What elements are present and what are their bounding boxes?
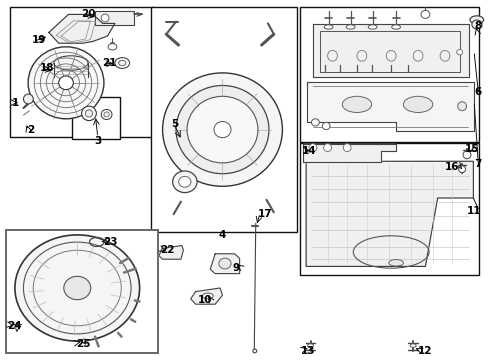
Bar xyxy=(300,143,478,275)
Text: 13: 13 xyxy=(300,346,315,356)
Text: 4: 4 xyxy=(218,230,226,240)
Text: 16: 16 xyxy=(444,162,459,172)
Circle shape xyxy=(323,144,331,152)
Text: 19: 19 xyxy=(32,35,46,45)
Text: 5: 5 xyxy=(171,119,178,129)
Circle shape xyxy=(462,151,470,159)
Circle shape xyxy=(343,144,350,152)
Ellipse shape xyxy=(307,344,313,347)
Text: 1: 1 xyxy=(12,98,20,108)
Ellipse shape xyxy=(101,109,112,120)
Text: 6: 6 xyxy=(473,87,481,97)
Bar xyxy=(72,97,120,139)
Ellipse shape xyxy=(409,344,415,347)
Ellipse shape xyxy=(172,171,197,193)
Text: 8: 8 xyxy=(473,21,481,31)
Text: 23: 23 xyxy=(102,237,117,247)
Bar xyxy=(300,7,478,142)
Text: 3: 3 xyxy=(94,136,101,146)
Ellipse shape xyxy=(59,76,73,90)
Circle shape xyxy=(458,166,465,173)
Ellipse shape xyxy=(85,110,93,117)
Ellipse shape xyxy=(63,276,91,300)
Ellipse shape xyxy=(322,122,329,130)
Ellipse shape xyxy=(15,326,20,329)
Bar xyxy=(320,31,459,72)
Polygon shape xyxy=(303,144,395,162)
Polygon shape xyxy=(306,82,473,131)
Ellipse shape xyxy=(28,47,104,119)
Bar xyxy=(6,230,158,353)
Text: 9: 9 xyxy=(232,263,239,273)
Polygon shape xyxy=(312,24,468,77)
Ellipse shape xyxy=(471,20,481,29)
Ellipse shape xyxy=(403,96,432,112)
Polygon shape xyxy=(159,246,183,259)
Ellipse shape xyxy=(119,60,126,66)
Text: 25: 25 xyxy=(76,339,90,349)
Text: 7: 7 xyxy=(473,159,481,169)
Ellipse shape xyxy=(104,112,109,117)
Ellipse shape xyxy=(219,258,231,269)
Polygon shape xyxy=(305,161,472,266)
Text: 17: 17 xyxy=(258,209,272,219)
Text: 14: 14 xyxy=(302,146,316,156)
Polygon shape xyxy=(210,254,239,274)
Ellipse shape xyxy=(54,70,88,85)
Ellipse shape xyxy=(456,49,462,55)
Text: 10: 10 xyxy=(198,294,212,305)
Circle shape xyxy=(101,14,109,22)
Ellipse shape xyxy=(179,176,191,187)
Ellipse shape xyxy=(367,25,376,29)
Ellipse shape xyxy=(388,260,403,266)
Ellipse shape xyxy=(115,58,129,68)
Text: 24: 24 xyxy=(7,321,22,331)
Ellipse shape xyxy=(187,96,258,163)
Text: 21: 21 xyxy=(102,58,116,68)
Text: 18: 18 xyxy=(40,63,55,73)
Ellipse shape xyxy=(324,25,332,29)
Ellipse shape xyxy=(214,122,231,138)
Text: 2: 2 xyxy=(27,125,34,135)
Text: 20: 20 xyxy=(81,9,95,19)
Text: 15: 15 xyxy=(464,144,478,154)
Ellipse shape xyxy=(176,85,268,174)
Polygon shape xyxy=(190,288,222,304)
Bar xyxy=(150,7,297,232)
Circle shape xyxy=(308,144,316,152)
Ellipse shape xyxy=(81,106,96,121)
Ellipse shape xyxy=(469,16,483,24)
Ellipse shape xyxy=(81,339,87,343)
Text: 12: 12 xyxy=(417,346,432,356)
Polygon shape xyxy=(49,14,115,43)
Text: 11: 11 xyxy=(466,206,481,216)
Ellipse shape xyxy=(108,44,117,50)
Ellipse shape xyxy=(346,25,354,29)
Ellipse shape xyxy=(457,102,466,111)
Ellipse shape xyxy=(420,10,429,18)
Ellipse shape xyxy=(252,349,256,353)
Ellipse shape xyxy=(311,119,319,126)
Ellipse shape xyxy=(15,235,140,341)
Bar xyxy=(95,11,134,25)
Ellipse shape xyxy=(202,293,213,299)
Ellipse shape xyxy=(342,96,371,112)
Ellipse shape xyxy=(54,56,88,70)
Text: 22: 22 xyxy=(160,245,175,255)
Bar xyxy=(10,7,154,137)
Ellipse shape xyxy=(391,25,400,29)
Circle shape xyxy=(23,94,33,104)
Ellipse shape xyxy=(162,73,282,186)
